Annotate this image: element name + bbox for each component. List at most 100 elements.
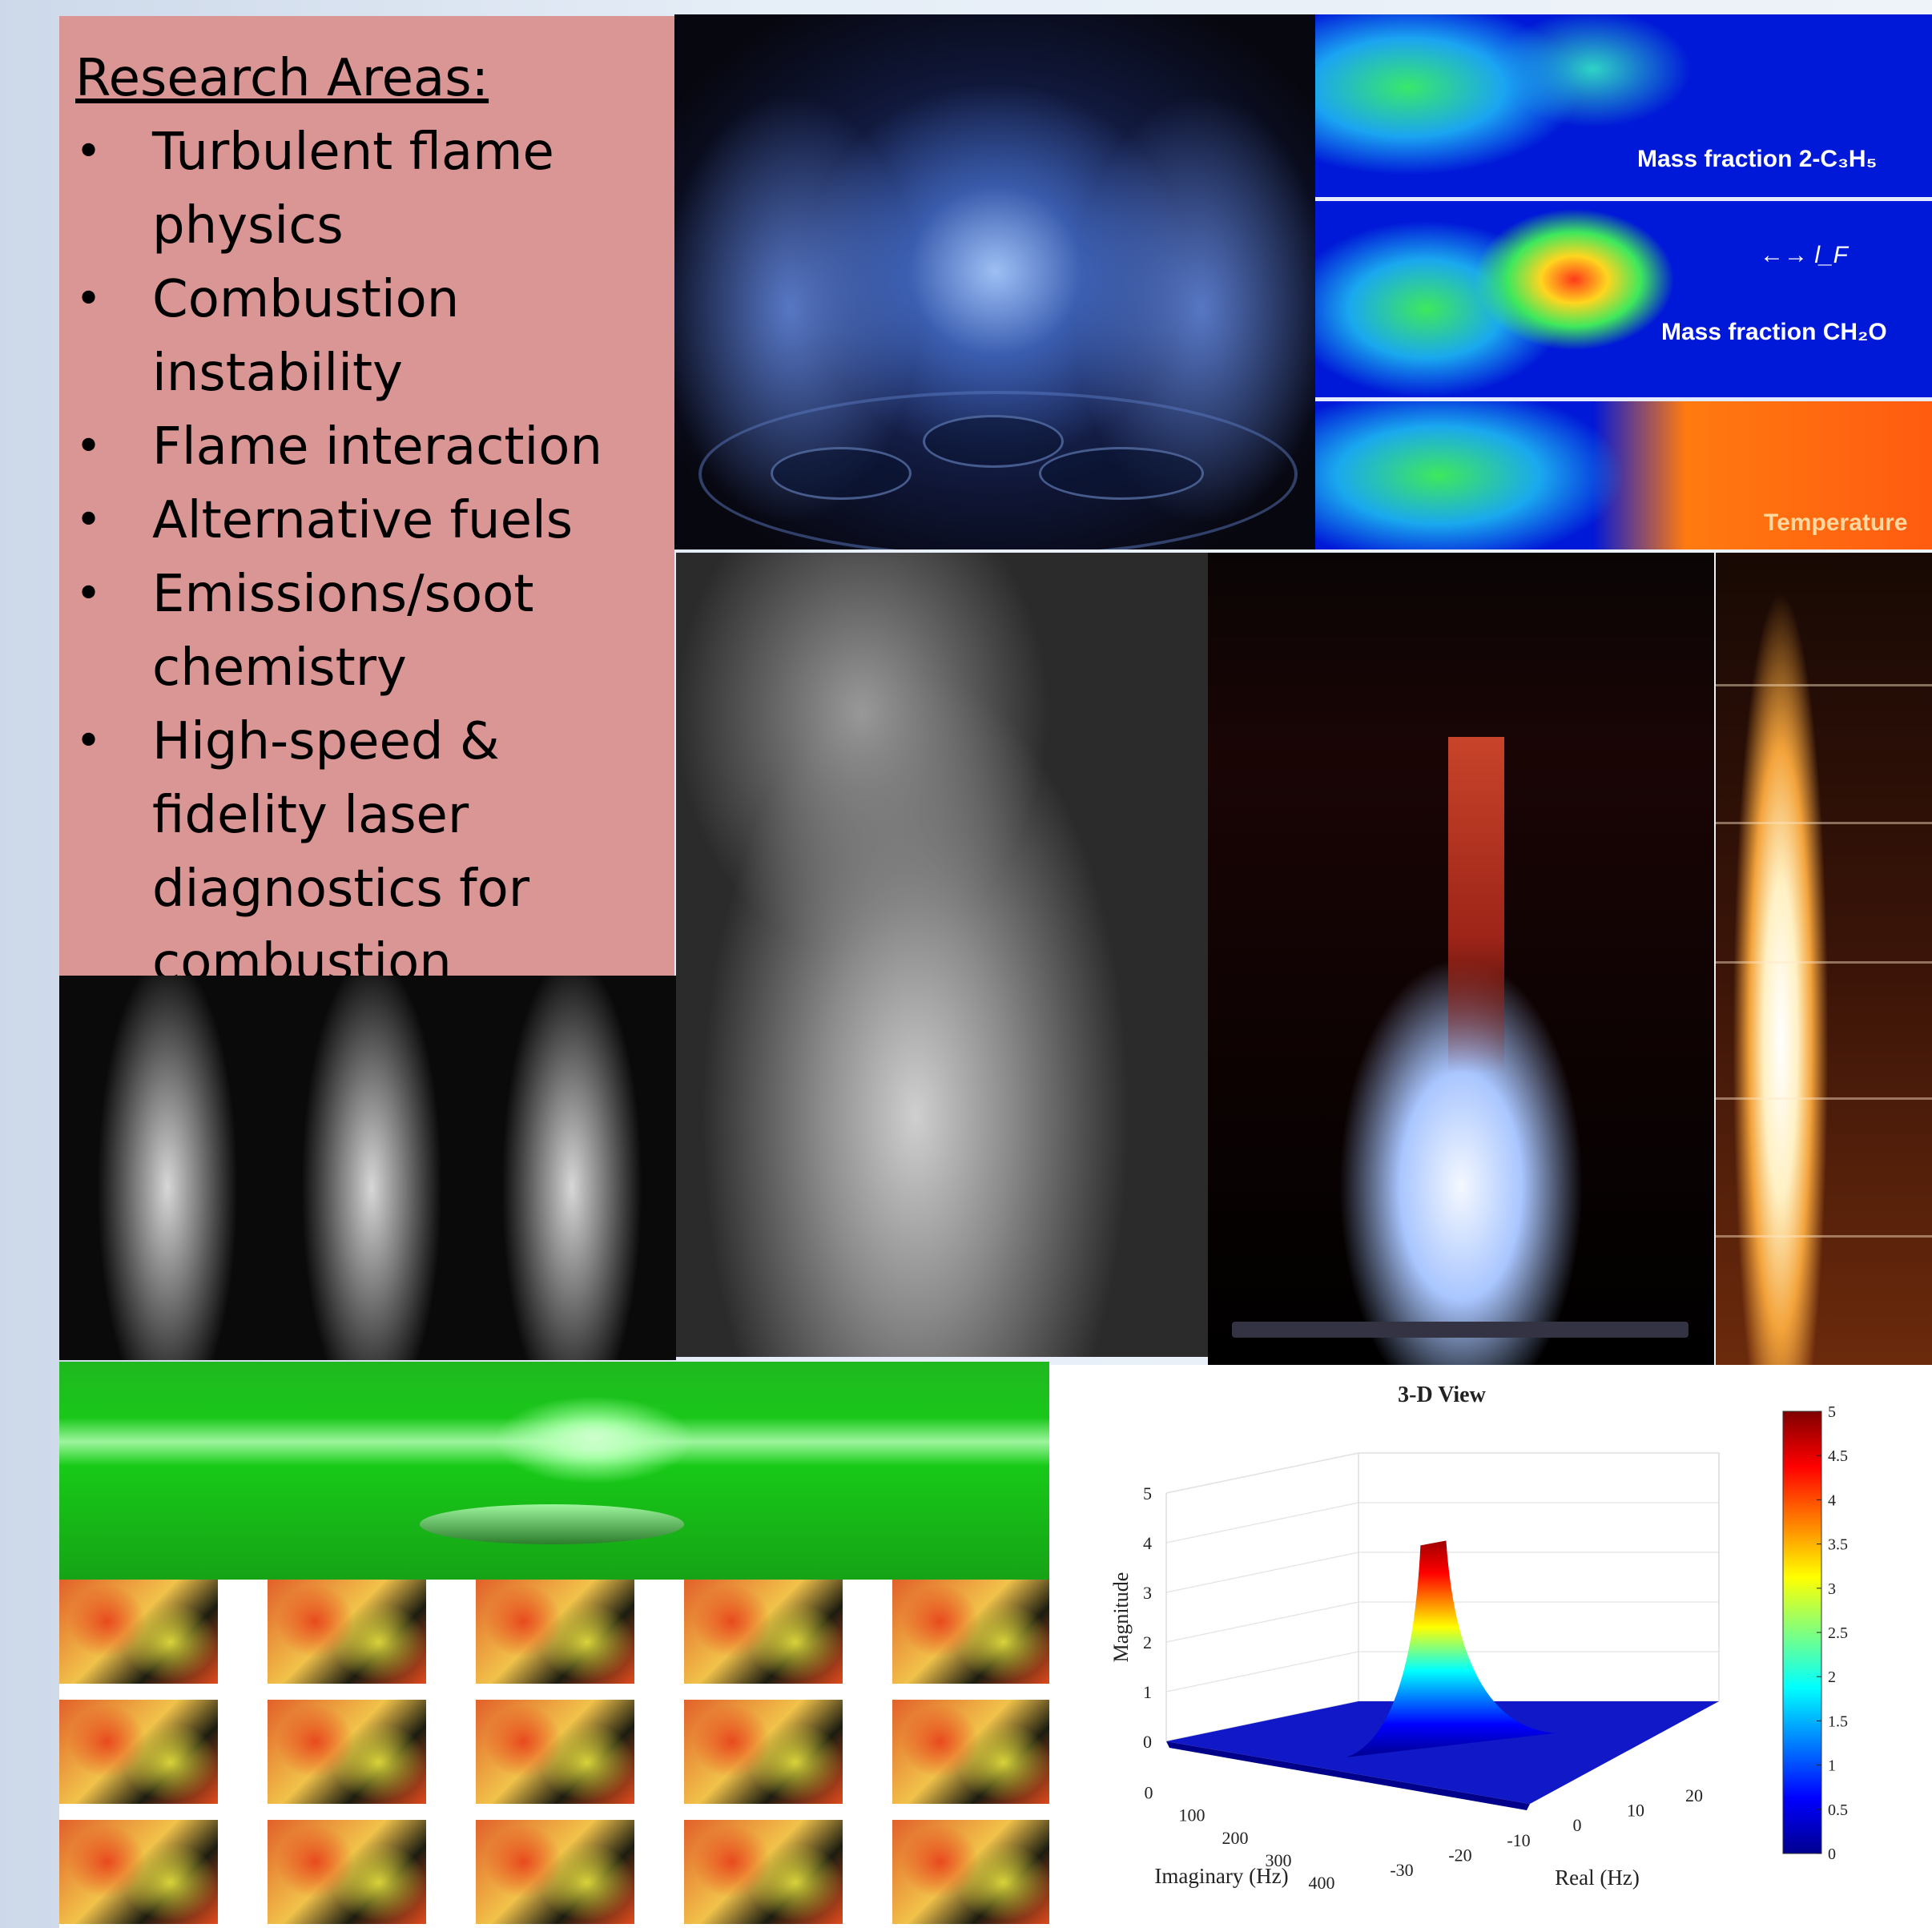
sim-band-species-2 [1315,201,1932,397]
research-area-item: combustion [75,926,674,976]
chart-z-tick-label: 2 [1143,1632,1152,1652]
grayscale-turbulent-flame-photo [676,553,1208,1357]
flame-thumbnail [59,1700,218,1804]
flame-thumbnail [892,1700,1049,1804]
soot-gridline [1716,1097,1932,1100]
bullet-icon: • [75,421,103,473]
burner-base [1232,1322,1688,1338]
chart-z-gridline [1165,1651,1359,1693]
chart-z-gridline [1165,1502,1359,1544]
chart-y-tick-label: 200 [1222,1828,1249,1848]
research-area-item: • Emissions/soot [75,557,674,631]
research-areas-title: Research Areas: [75,49,489,108]
sim-band-species-1 [1315,14,1932,197]
flame-thumbnail [476,1820,634,1924]
flame-thumbnail [476,1700,634,1804]
flame-thumbnail [684,1820,843,1924]
chart-x-tick-label: 10 [1627,1801,1644,1821]
research-area-item: physics [75,189,674,263]
chart-y-tick-label: 0 [1145,1783,1153,1803]
chart-z-tick-label: 1 [1143,1682,1152,1702]
soot-gridline [1716,822,1932,824]
green-laser-photo [59,1362,1049,1580]
soot-gridline [1716,684,1932,686]
research-area-item: • Combustion [75,263,674,336]
research-area-label: chemistry [152,638,407,698]
colorbar-tick-label: 4 [1828,1491,1836,1509]
flame-thumbnail [684,1580,843,1684]
laser-sheet [59,1418,1049,1466]
sooting-flame-photo [1716,553,1932,1365]
jet-flame [472,976,672,1360]
research-areas-box: Research Areas: • Turbulent flame physics •… [59,16,674,976]
flame-red-core [1448,737,1504,1073]
chart-surface-edge [1166,1741,1530,1810]
colorbar-tick-label: 2.5 [1828,1624,1848,1642]
sim-scale-label: ←→ l_F [1760,242,1849,268]
flame-thumbnail [476,1580,634,1684]
research-area-label: Combustion [152,270,460,329]
chart-y-tick-label: 100 [1179,1805,1205,1825]
chart-z-tick-label: 0 [1143,1732,1152,1752]
research-area-label: Alternative fuels [152,491,574,550]
chart-x-tick-label: -20 [1448,1845,1471,1865]
chart-z-gridline [1165,1452,1359,1494]
sim-label-temperature: Temperature [1764,509,1908,536]
chart-x-tick-label: -30 [1390,1860,1413,1880]
colorbar-tick-label: 3 [1828,1580,1836,1598]
research-areas-list: • Turbulent flame physics • Combustion instab… [75,115,674,976]
chart-x-tick-label: 0 [1573,1815,1582,1835]
research-area-item: chemistry [75,631,674,705]
burner-disk [420,1504,684,1544]
colorbar-tick-label: 1 [1828,1757,1836,1775]
colorbar [1782,1411,1822,1854]
chart-surface-floor [1166,1701,1719,1804]
burner-plate [698,391,1298,549]
colorbar-tick-label: 5 [1828,1403,1836,1421]
bullet-icon: • [75,273,103,325]
confined-blue-flame-photo [1208,553,1714,1365]
chart-z-tick-label: 3 [1143,1583,1152,1603]
flame-thumbnail [892,1580,1049,1684]
chart-z-tick-label: 5 [1143,1483,1152,1503]
research-area-item: • High-speed & [75,705,674,779]
research-area-item: • Turbulent flame [75,115,674,189]
research-area-item: • Flame interaction [75,410,674,484]
research-area-label: Turbulent flame [152,123,554,182]
surface-chart-panel: 3-D View 0 1 2 3 4 5 Magnitude 0 100 200 300 400 Imag… [1049,1365,1932,1928]
surface-chart: 3-D View012345Magnitude0100200300400Imag… [1109,1383,1848,1893]
jet-flame [272,976,472,1360]
chart-title: 3-D View [1398,1383,1486,1407]
colorbar-tick-label: 3.5 [1828,1536,1848,1554]
research-area-item: • Alternative fuels [75,484,674,557]
colorbar-tick-label: 2 [1828,1668,1836,1686]
flame-thumbnail [59,1580,218,1684]
flame-thumbnail [892,1820,1049,1924]
colorbar-tick-label: 0.5 [1828,1801,1848,1819]
flame-thumbnail [268,1580,426,1684]
research-area-label: fidelity laser [152,786,469,845]
colorbar-tick-label: 1.5 [1828,1713,1848,1730]
colorbar-tick-label: 0 [1828,1845,1836,1863]
bullet-icon: • [75,568,103,620]
chart-x-tick-label: 20 [1685,1785,1703,1805]
research-area-item: diagnostics for [75,852,674,926]
chart-x-axis-label: Real (Hz) [1555,1866,1640,1890]
chart-y-tick-label: 300 [1266,1850,1292,1870]
soot-gridline [1716,1235,1932,1238]
flame-thumbnail [268,1700,426,1804]
chart-y-axis-label: Imaginary (Hz) [1154,1864,1288,1888]
soot-gridline [1716,961,1932,964]
chart-z-tick-label: 4 [1143,1533,1152,1553]
blue-flame-photo [674,14,1317,549]
chart-x-tick-label: -10 [1507,1830,1530,1850]
chart-z-gridline [1165,1552,1359,1593]
research-area-label: High-speed & [152,712,500,771]
simulation-field-image: Mass fraction 2-C₃H₅ Mass fraction CH₂O … [1315,14,1932,549]
flame-thumbnail [268,1820,426,1924]
sim-label-species-2: Mass fraction CH₂O [1661,319,1887,345]
jet-flame [67,976,268,1360]
chart-z-gridline [1165,1601,1359,1643]
research-area-label: combustion [152,933,452,976]
